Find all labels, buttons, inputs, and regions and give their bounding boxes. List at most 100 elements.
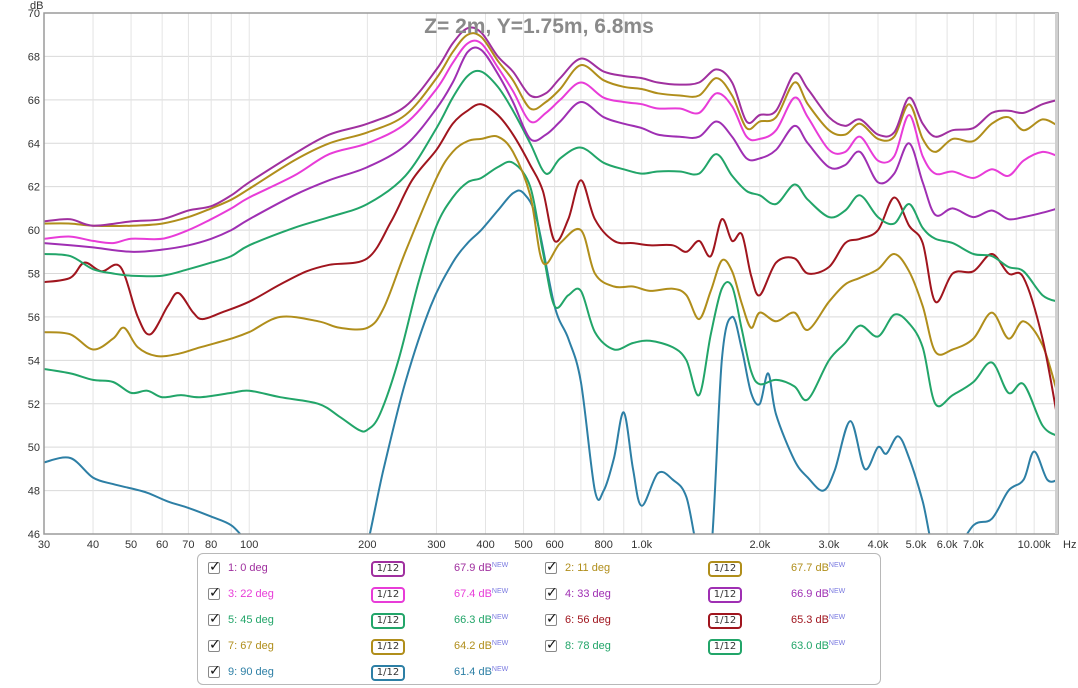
smoothing-button[interactable]: 1/12 [371,639,405,655]
smoothing-button[interactable]: 1/12 [371,587,405,603]
series-checkbox[interactable] [208,662,221,679]
x-tick-label: 2.0k [749,539,770,550]
y-tick-label: 62 [28,182,40,194]
series-checkbox[interactable] [545,558,558,575]
series-line [44,69,1058,303]
y-tick-label: 52 [28,399,40,411]
smoothing-button[interactable]: 1/12 [371,613,405,629]
x-tick-label: 300 [427,539,445,550]
smoothing-button[interactable]: 1/12 [708,587,742,603]
series-name: 5: 45 deg [228,614,274,626]
new-badge: NEW [828,562,846,569]
series-name: 7: 67 deg [228,640,274,652]
x-axis-unit: Hz [1063,539,1076,550]
series-name: 8: 78 deg [565,640,611,652]
series-level: 66.3 dBNEW [454,614,508,626]
plot-grid [43,12,1058,535]
x-tick-label: 50 [125,539,137,550]
y-tick-label: 60 [28,225,40,237]
series-level: 63.0 dBNEW [791,640,845,652]
x-tick-label: 3.0k [819,539,840,550]
series-line [44,32,1058,227]
y-tick-label: 68 [28,51,40,63]
y-tick-label: 56 [28,312,40,324]
smoothing-button[interactable]: 1/12 [371,561,405,577]
series-line [44,160,1058,438]
x-tick-label: 5.0k [906,539,927,550]
series-level: 67.4 dBNEW [454,588,508,600]
y-tick-label: 54 [28,355,40,367]
smoothing-button[interactable]: 1/12 [371,665,405,681]
y-axis-label: dB [30,0,43,12]
series-level-value: 64.2 dB [454,640,492,652]
series-name: 3: 22 deg [228,588,274,600]
series-level-value: 61.4 dB [454,666,492,678]
x-tick-label: 60 [156,539,168,550]
y-tick-label: 50 [28,442,40,454]
x-tick-label: 800 [594,539,612,550]
x-tick-label: 6.0k [937,539,958,550]
series-line [44,39,1058,245]
series-checkbox[interactable] [208,636,221,653]
plot-right-edge [1055,13,1058,534]
series-checkbox[interactable] [545,610,558,627]
series-level-value: 66.3 dB [454,614,492,626]
series-line [44,135,1058,396]
x-tick-label: 100 [240,539,258,550]
series-level: 65.3 dBNEW [791,614,845,626]
new-badge: NEW [828,614,846,621]
smoothing-button[interactable]: 1/12 [708,639,742,655]
y-tick-label: 48 [28,486,40,498]
x-tick-label: 500 [514,539,532,550]
series-checkbox[interactable] [208,610,221,627]
x-tick-label: 40 [87,539,99,550]
frequency-response-chart: 46 48 50 52 54 56 58 60 62 64 66 68 70 30 40 50 60 70 80 10… [28,0,1077,550]
x-tick-label: 200 [358,539,376,550]
series-level-value: 67.7 dB [791,562,829,574]
series-name: 9: 90 deg [228,666,274,678]
series-line [44,26,1058,227]
new-badge: NEW [491,562,509,569]
series-line [44,189,1058,534]
y-tick-label: 58 [28,269,40,281]
y-tick-label: 64 [28,138,40,150]
y-tick-label: 66 [28,95,40,107]
series-checkbox[interactable] [208,584,221,601]
series-name: 2: 11 deg [565,562,611,574]
smoothing-button[interactable]: 1/12 [708,613,742,629]
y-tick-label: 70 [28,8,40,20]
x-tick-label: 10.00k [1018,539,1052,550]
x-tick-label: 70 [182,539,194,550]
x-tick-label: 600 [545,539,563,550]
series-level-value: 66.9 dB [791,588,829,600]
series-checkbox[interactable] [545,636,558,653]
x-tick-label: 7.0k [963,539,984,550]
new-badge: NEW [491,640,509,647]
series-checkbox[interactable] [545,584,558,601]
series-level-value: 63.0 dB [791,640,829,652]
series-name: 4: 33 deg [565,588,611,600]
x-tick-label: 400 [476,539,494,550]
chart-title: Z= 2m, Y=1.75m, 6.8ms [424,15,654,38]
series-checkbox[interactable] [208,558,221,575]
x-tick-label: 1.0k [631,539,652,550]
new-badge: NEW [828,640,846,647]
series-level-value: 67.4 dB [454,588,492,600]
x-tick-label: 30 [38,539,50,550]
plot-curves [44,26,1058,534]
y-tick-label: 46 [28,529,40,541]
series-level: 67.9 dBNEW [454,562,508,574]
series-level: 61.4 dBNEW [454,666,508,678]
series-level-value: 65.3 dB [791,614,829,626]
new-badge: NEW [491,666,509,673]
smoothing-button[interactable]: 1/12 [708,561,742,577]
x-tick-label: 4.0k [868,539,889,550]
new-badge: NEW [491,588,509,595]
series-line [44,46,1058,253]
new-badge: NEW [828,588,846,595]
series-level: 64.2 dBNEW [454,640,508,652]
series-name: 1: 0 deg [228,562,268,574]
series-level-value: 67.9 dB [454,562,492,574]
x-tick-label: 80 [205,539,217,550]
